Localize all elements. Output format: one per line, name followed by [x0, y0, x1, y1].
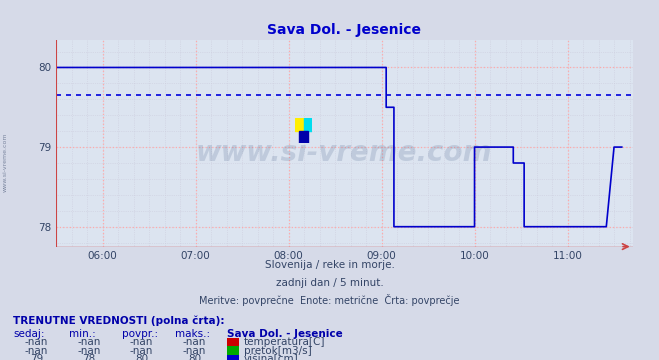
- Title: Sava Dol. - Jesenice: Sava Dol. - Jesenice: [268, 23, 421, 37]
- Text: -nan: -nan: [183, 337, 206, 347]
- Bar: [304, 118, 312, 130]
- Text: -nan: -nan: [24, 337, 48, 347]
- Text: -nan: -nan: [77, 337, 101, 347]
- Bar: [295, 118, 304, 130]
- Text: -nan: -nan: [130, 337, 154, 347]
- Text: 80: 80: [135, 354, 148, 360]
- Text: 80: 80: [188, 354, 201, 360]
- Text: 78: 78: [82, 354, 96, 360]
- Text: maks.:: maks.:: [175, 329, 210, 339]
- Text: www.si-vreme.com: www.si-vreme.com: [3, 132, 8, 192]
- Text: -nan: -nan: [24, 346, 48, 356]
- Text: Sava Dol. - Jesenice: Sava Dol. - Jesenice: [227, 329, 343, 339]
- Text: temperatura[C]: temperatura[C]: [244, 337, 326, 347]
- Text: povpr.:: povpr.:: [122, 329, 158, 339]
- Text: www.si-vreme.com: www.si-vreme.com: [196, 139, 492, 167]
- Text: Slovenija / reke in morje.: Slovenija / reke in morje.: [264, 260, 395, 270]
- Text: -nan: -nan: [183, 346, 206, 356]
- Text: min.:: min.:: [69, 329, 96, 339]
- Text: pretok[m3/s]: pretok[m3/s]: [244, 346, 312, 356]
- Text: TRENUTNE VREDNOSTI (polna črta):: TRENUTNE VREDNOSTI (polna črta):: [13, 315, 225, 326]
- Text: Meritve: povprečne  Enote: metrične  Črta: povprečje: Meritve: povprečne Enote: metrične Črta:…: [199, 294, 460, 306]
- Text: višina[cm]: višina[cm]: [244, 354, 299, 360]
- Text: -nan: -nan: [130, 346, 154, 356]
- Bar: [299, 130, 308, 143]
- Text: -nan: -nan: [77, 346, 101, 356]
- Text: zadnji dan / 5 minut.: zadnji dan / 5 minut.: [275, 278, 384, 288]
- Text: 79: 79: [30, 354, 43, 360]
- Text: sedaj:: sedaj:: [13, 329, 45, 339]
